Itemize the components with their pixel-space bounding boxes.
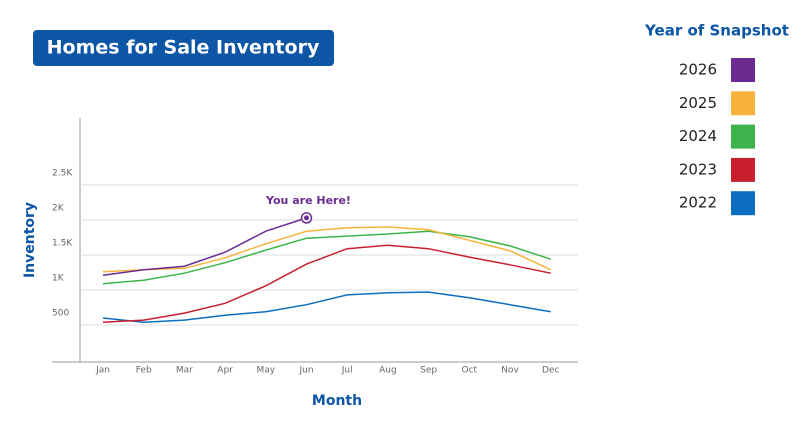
x-tick-label: Oct xyxy=(462,366,478,376)
x-tick-label: Feb xyxy=(136,366,152,376)
y-tick-label: 500 xyxy=(52,309,69,319)
x-tick-label: Mar xyxy=(176,366,193,376)
x-tick-label: Dec xyxy=(542,366,559,376)
series-line xyxy=(102,226,552,273)
x-tick-label: Aug xyxy=(379,366,397,376)
x-tick-label: Sep xyxy=(420,366,437,376)
y-tick-label: 1K xyxy=(52,274,65,284)
series-line xyxy=(102,230,551,285)
legend-swatch xyxy=(731,91,755,116)
x-tick-label: Jun xyxy=(298,366,313,376)
y-tick-label: 1.5K xyxy=(52,239,73,249)
x-tick-label: Apr xyxy=(217,366,233,376)
x-tick-label: May xyxy=(256,366,275,376)
legend-label: 2026 xyxy=(679,61,717,79)
legend-label: 2022 xyxy=(679,194,717,212)
legend-label: 2023 xyxy=(679,160,717,178)
y-tick-label: 2K xyxy=(52,204,65,214)
chart-title: Homes for Sale Inventory xyxy=(47,37,320,59)
x-tick-label: Jul xyxy=(341,366,353,376)
current-point-dot xyxy=(304,215,309,221)
annotation: You are Here! xyxy=(265,194,351,207)
legend-label: 2024 xyxy=(679,127,717,145)
legend-swatch xyxy=(731,157,755,182)
legend-label: 2025 xyxy=(679,94,717,112)
x-axis-label: Month xyxy=(312,393,362,409)
legend-swatch xyxy=(731,58,755,82)
legend-title: Year of Snapshot xyxy=(644,22,789,40)
title-box xyxy=(33,30,334,66)
series-line xyxy=(102,291,551,323)
legend-swatch xyxy=(731,124,755,149)
x-tick-label: Nov xyxy=(501,366,519,376)
y-axis-label: Inventory xyxy=(22,202,38,278)
x-tick-label: Jan xyxy=(95,366,110,376)
series-line xyxy=(102,217,307,277)
legend-swatch xyxy=(731,191,755,216)
series-line xyxy=(102,244,551,323)
y-tick-label: 2.5K xyxy=(52,169,73,179)
